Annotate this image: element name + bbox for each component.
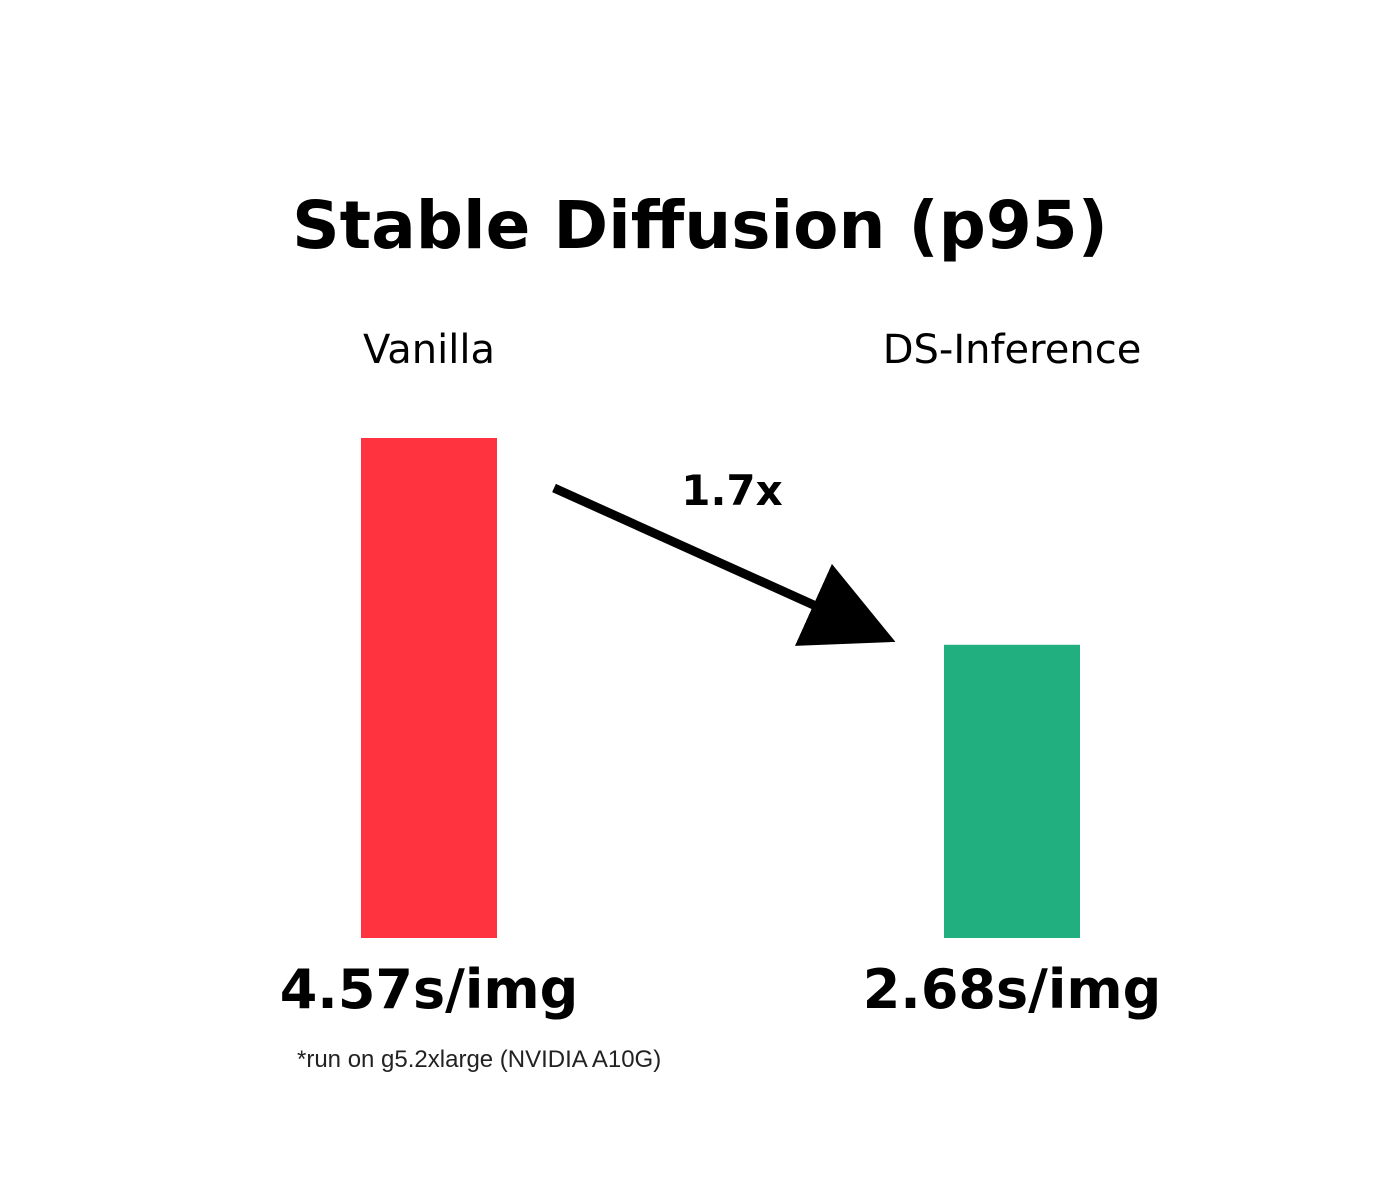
value-label: 2.68s/img — [863, 958, 1162, 1021]
bars-group: Vanilla 4.57s/img DS-Inference 2.68s/img — [280, 327, 1162, 1021]
bar-vanilla — [361, 438, 497, 938]
value-label: 4.57s/img — [280, 958, 579, 1021]
footnote: *run on g5.2xlarge (NVIDIA A10G) — [297, 1046, 661, 1073]
speedup-arrow — [552, 483, 896, 646]
bar-ds-inference — [944, 644, 1080, 938]
chart-title: Stable Diffusion (p95) — [292, 187, 1108, 264]
category-label: Vanilla — [363, 327, 495, 373]
speedup-label: 1.7x — [681, 466, 783, 515]
category-label: DS-Inference — [883, 327, 1142, 373]
